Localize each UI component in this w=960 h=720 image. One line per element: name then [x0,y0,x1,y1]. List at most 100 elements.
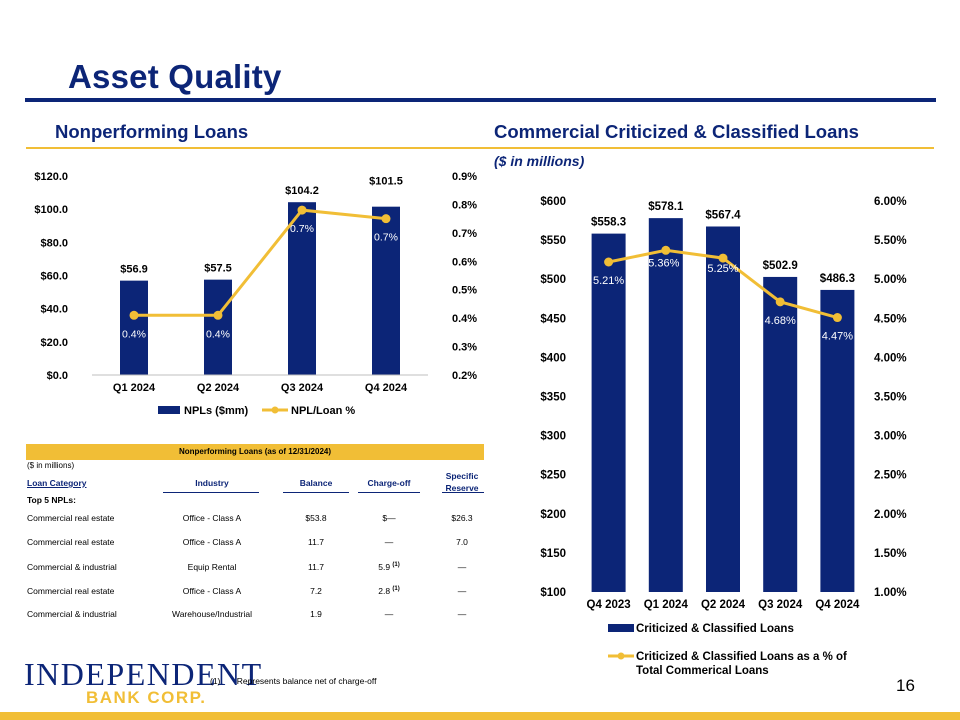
x-tick-label: Q1 2024 [644,599,689,611]
bar-value-label: $104.2 [285,185,319,197]
row-category: Commercial real estate [27,586,115,596]
line-value-label: 0.7% [290,223,314,235]
y-tick-label: $600 [540,196,566,208]
y-tick-label: $100 [540,587,566,599]
balance-underline [283,492,349,493]
y2-tick-label: 3.50% [874,392,907,404]
bar-value-label: $567.4 [705,209,741,221]
y2-tick-label: 0.5% [452,285,477,297]
line-value-label: 5.25% [707,263,738,275]
row-category: Commercial & industrial [27,609,117,619]
x-tick-label: Q2 2024 [197,382,240,394]
right-heading-rule [484,147,934,149]
row-chargeoff: — [384,609,394,619]
row-chargeoff: 2.8 (1) [378,586,400,596]
y2-tick-label: 0.2% [452,370,477,382]
footnote: (1) Represents balance net of charge-off [210,676,376,686]
y2-tick-label: 6.00% [874,196,907,208]
bar-value-label: $57.5 [204,263,232,275]
bar [706,226,740,592]
y-tick-label: $100.0 [34,204,68,216]
y-tick-label: $20.0 [40,337,68,349]
row-industry: Office - Class A [182,513,242,523]
legend-swatch-npls [158,406,180,414]
line-point [775,297,785,307]
row-industry: Office - Class A [182,586,242,596]
line-point [832,313,842,323]
line-value-label: 0.4% [206,328,230,340]
left-section-heading: Nonperforming Loans [55,121,249,142]
col-header-chargeoff: Charge-off [367,478,411,488]
col-header-balance: Balance [299,478,333,488]
bar [648,218,683,592]
npl-table-title: Nonperforming Loans (as of 12/31/2024) [26,444,484,460]
footnote-ref: (1) [392,562,400,569]
row-balance: 11.7 [308,537,324,547]
row-reserve: — [457,562,467,572]
y2-tick-label: 5.00% [874,274,907,286]
right-chart-units: ($ in millions) [494,153,585,169]
bar [820,289,855,592]
y-tick-label: $400 [540,352,566,364]
y2-tick-label: 4.50% [874,313,907,325]
row-industry: Warehouse/Industrial [171,609,253,619]
line-point [718,253,728,263]
y-tick-label: $150 [540,548,566,560]
bar-value-label: $502.9 [763,260,798,272]
bar-value-label: $486.3 [820,273,855,285]
row-reserve: — [457,609,467,619]
y2-tick-label: 1.00% [874,587,907,599]
bar [591,233,626,592]
footer-bar [0,712,960,720]
company-logo-subtitle: BANK CORP. [86,688,207,707]
right-section-heading: Commercial Criticized & Classified Loans [494,121,859,142]
y2-tick-label: 0.6% [452,256,477,268]
x-tick-label: Q2 2024 [701,599,746,611]
line-value-label: 5.21% [593,275,624,287]
bar-value-label: $101.5 [369,176,403,188]
row-category: Commercial real estate [27,513,115,523]
y2-tick-label: 3.00% [874,431,907,443]
line-value-label: 0.4% [122,328,146,340]
y2-tick-label: 0.3% [452,342,477,354]
y-tick-label: $40.0 [40,304,68,316]
legend-label-cc: Criticized & Classified Loans [636,623,794,635]
col-header-industry: Industry [195,478,229,488]
line-point [297,205,307,215]
y-tick-label: $500 [540,274,566,286]
y2-tick-label: 0.7% [452,228,477,240]
left-heading-rule [26,147,484,149]
y2-tick-label: 1.50% [874,548,907,560]
legend-marker-npl-ratio [271,406,279,414]
y-tick-label: $60.0 [40,271,68,283]
line-value-label: 5.36% [648,257,679,269]
row-chargeoff: $— [382,513,396,523]
y-tick-label: $200 [540,509,566,521]
x-tick-label: Q3 2024 [758,599,803,611]
line-point [381,214,391,224]
y-tick-label: $350 [540,392,566,404]
row-balance: 11.7 [308,562,324,572]
table-section-label: Top 5 NPLs: [27,495,76,505]
x-tick-label: Q4 2024 [365,382,408,394]
y2-tick-label: 0.9% [452,171,477,183]
y-tick-label: $250 [540,470,566,482]
footnote-marker: (1) [210,676,221,686]
y-tick-label: $0.0 [47,370,68,382]
legend-label-cc-ratio-2: Total Commerical Loans [636,665,769,677]
row-industry: Office - Class A [182,537,242,547]
industry-underline [163,492,259,493]
line-point [604,257,614,267]
npl-table-units: ($ in millions) [27,461,75,470]
bar [288,202,316,375]
line-value-label: 4.68% [765,315,796,327]
bar-value-label: $578.1 [648,201,684,213]
title-divider [25,98,936,102]
y-tick-label: $80.0 [40,237,68,249]
row-chargeoff: — [384,537,394,547]
bar [763,276,798,592]
footnote-text: Represents balance net of charge-off [236,676,377,686]
bar-value-label: $56.9 [120,264,148,276]
y2-tick-label: 2.00% [874,509,907,521]
y2-tick-label: 2.50% [874,470,907,482]
